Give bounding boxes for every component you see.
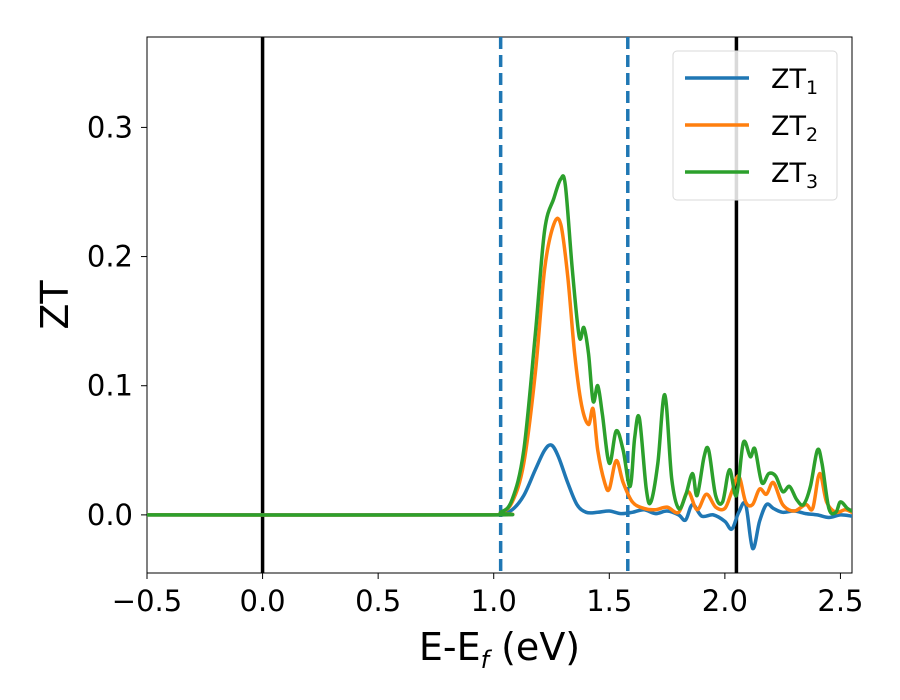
y-tick-label: 0.0 bbox=[87, 498, 133, 532]
series-line-zt1 bbox=[147, 443, 852, 551]
legend-label: ZT2 bbox=[771, 111, 818, 146]
legend-item-zt3: ZT3 bbox=[685, 158, 818, 193]
y-tick-label: 0.3 bbox=[87, 110, 133, 144]
x-tick-label: −0.5 bbox=[112, 584, 182, 618]
y-tick-label: 0.1 bbox=[87, 369, 133, 403]
series-line-zt2 bbox=[147, 216, 852, 517]
x-tick-label: 0.0 bbox=[240, 584, 286, 618]
x-tick-label: 1.0 bbox=[471, 584, 517, 618]
series-lines bbox=[147, 174, 852, 551]
x-axis-label-tail: (eV) bbox=[489, 625, 580, 669]
y-tick-label: 0.2 bbox=[87, 240, 133, 274]
x-tick-label: 1.5 bbox=[586, 584, 632, 618]
legend: ZT1 ZT2 ZT3 bbox=[672, 50, 838, 201]
legend-item-zt1: ZT1 bbox=[685, 64, 818, 99]
legend-box bbox=[672, 50, 838, 201]
legend-items: ZT1 ZT2 ZT3 bbox=[685, 64, 818, 193]
vertical-reference-lines bbox=[260, 37, 739, 573]
y-axis-label: ZT bbox=[33, 280, 77, 330]
x-axis-ticks: −0.5 0.0 0.5 1.0 1.5 2.0 2.5 bbox=[112, 573, 864, 618]
x-tick-label: 2.0 bbox=[702, 584, 748, 618]
x-tick-label: 0.5 bbox=[355, 584, 401, 618]
legend-label: ZT1 bbox=[771, 64, 818, 99]
x-axis-label: E-Ef (eV) bbox=[419, 625, 580, 674]
x-tick-label: 2.5 bbox=[817, 584, 863, 618]
x-axis-label-main: E-E bbox=[419, 625, 481, 669]
y-axis-ticks: 0.0 0.1 0.2 0.3 bbox=[87, 110, 147, 532]
series-line-zt3 bbox=[147, 174, 852, 517]
legend-label: ZT3 bbox=[771, 158, 818, 193]
legend-item-zt2: ZT2 bbox=[685, 111, 818, 146]
